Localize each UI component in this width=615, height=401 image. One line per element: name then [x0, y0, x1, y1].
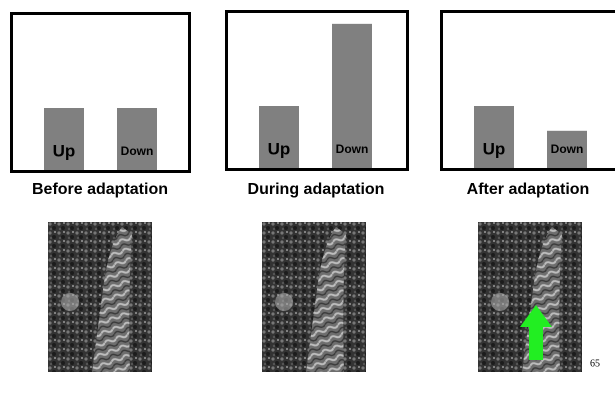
bar: [474, 106, 514, 168]
bar: [44, 108, 84, 170]
chart-frame: [10, 12, 191, 173]
chart-frame: [440, 10, 615, 171]
chart-frame: [225, 10, 409, 171]
bar-label: Down: [551, 142, 584, 156]
bar: [547, 130, 587, 168]
bar-label: Down: [336, 142, 369, 156]
chart-title: Before adaptation: [32, 181, 168, 198]
bar-label: Up: [483, 139, 506, 158]
bar-label: Down: [121, 144, 154, 158]
bar: [332, 23, 372, 168]
motion-arrow: [520, 305, 552, 360]
chart-title: After adaptation: [467, 181, 590, 198]
chart-title: During adaptation: [248, 181, 385, 198]
bar: [117, 108, 157, 170]
page-number: 65: [590, 358, 600, 369]
waterfall-image: [262, 222, 366, 372]
bar: [259, 106, 299, 168]
bar-label: Up: [53, 141, 76, 160]
waterfall-image: [48, 222, 152, 372]
bar-label: Up: [268, 139, 291, 158]
